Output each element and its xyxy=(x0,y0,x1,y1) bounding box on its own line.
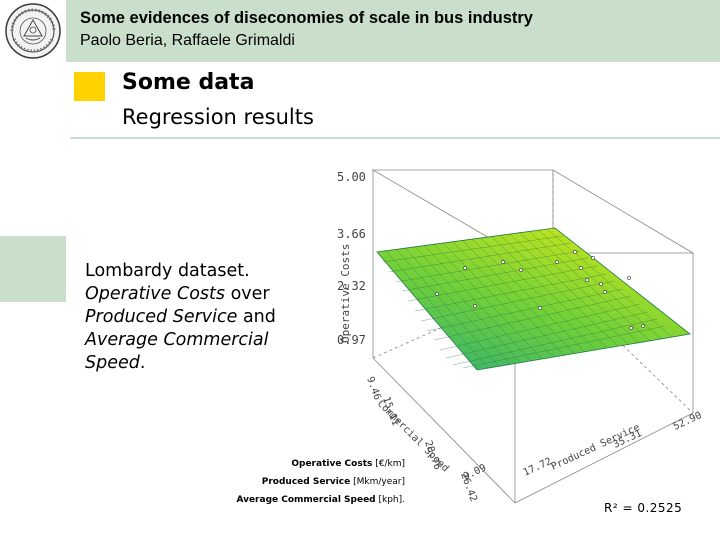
data-points xyxy=(435,250,645,330)
side-block-white xyxy=(0,138,66,234)
section-title: Some data xyxy=(122,70,255,95)
regression-surface-chart: 5.00 3.66 2.32 0.97 Operative Costs 9.46… xyxy=(337,169,704,504)
title-divider xyxy=(70,137,720,139)
x-axis-label: Produced Service xyxy=(550,422,642,473)
chart-legend: Operative Costs [€/km] Produced Service … xyxy=(180,455,405,509)
r-squared-value: R² = 0.2525 xyxy=(604,501,683,515)
z-tick-label: 3.66 xyxy=(337,227,366,241)
z-axis-label: Operative Costs xyxy=(339,244,352,343)
header-authors: Paolo Beria, Raffaele Grimaldi xyxy=(80,32,295,49)
x-tick-label: 52.90 xyxy=(672,410,704,433)
side-block-green xyxy=(0,236,66,302)
z-tick-label: 2.32 xyxy=(337,279,366,293)
description-line: Lombardy dataset. xyxy=(85,261,250,281)
section-subtitle: Regression results xyxy=(122,105,314,129)
y-tick-label: 9.46 xyxy=(364,375,383,401)
legend-line: Average Commercial Speed [kph]. xyxy=(236,495,405,505)
regression-surface xyxy=(376,227,691,371)
seal-icon xyxy=(5,3,61,59)
header-bar xyxy=(0,0,720,62)
legend-line: Operative Costs [€/km] xyxy=(291,459,405,469)
description-line: Produced Service and xyxy=(85,307,276,327)
surface-mesh xyxy=(382,228,673,369)
description-line: Operative Costs over xyxy=(85,284,270,304)
header-title: Some evidences of diseconomies of scale … xyxy=(80,9,533,27)
university-seal-logo xyxy=(0,0,66,62)
legend-line: Produced Service [Mkm/year] xyxy=(261,477,405,487)
description-line: Average Commercial xyxy=(85,330,269,350)
section-marker xyxy=(74,72,105,101)
x-tick-label: 0.09 xyxy=(462,463,488,483)
z-tick-label: 0.97 xyxy=(337,333,366,347)
description-line: Speed. xyxy=(85,353,146,373)
description-text: Lombardy dataset. Operative Costs over P… xyxy=(85,260,325,375)
x-tick-label: 17.72 xyxy=(522,456,554,479)
z-tick-label: 5.00 xyxy=(337,170,366,184)
